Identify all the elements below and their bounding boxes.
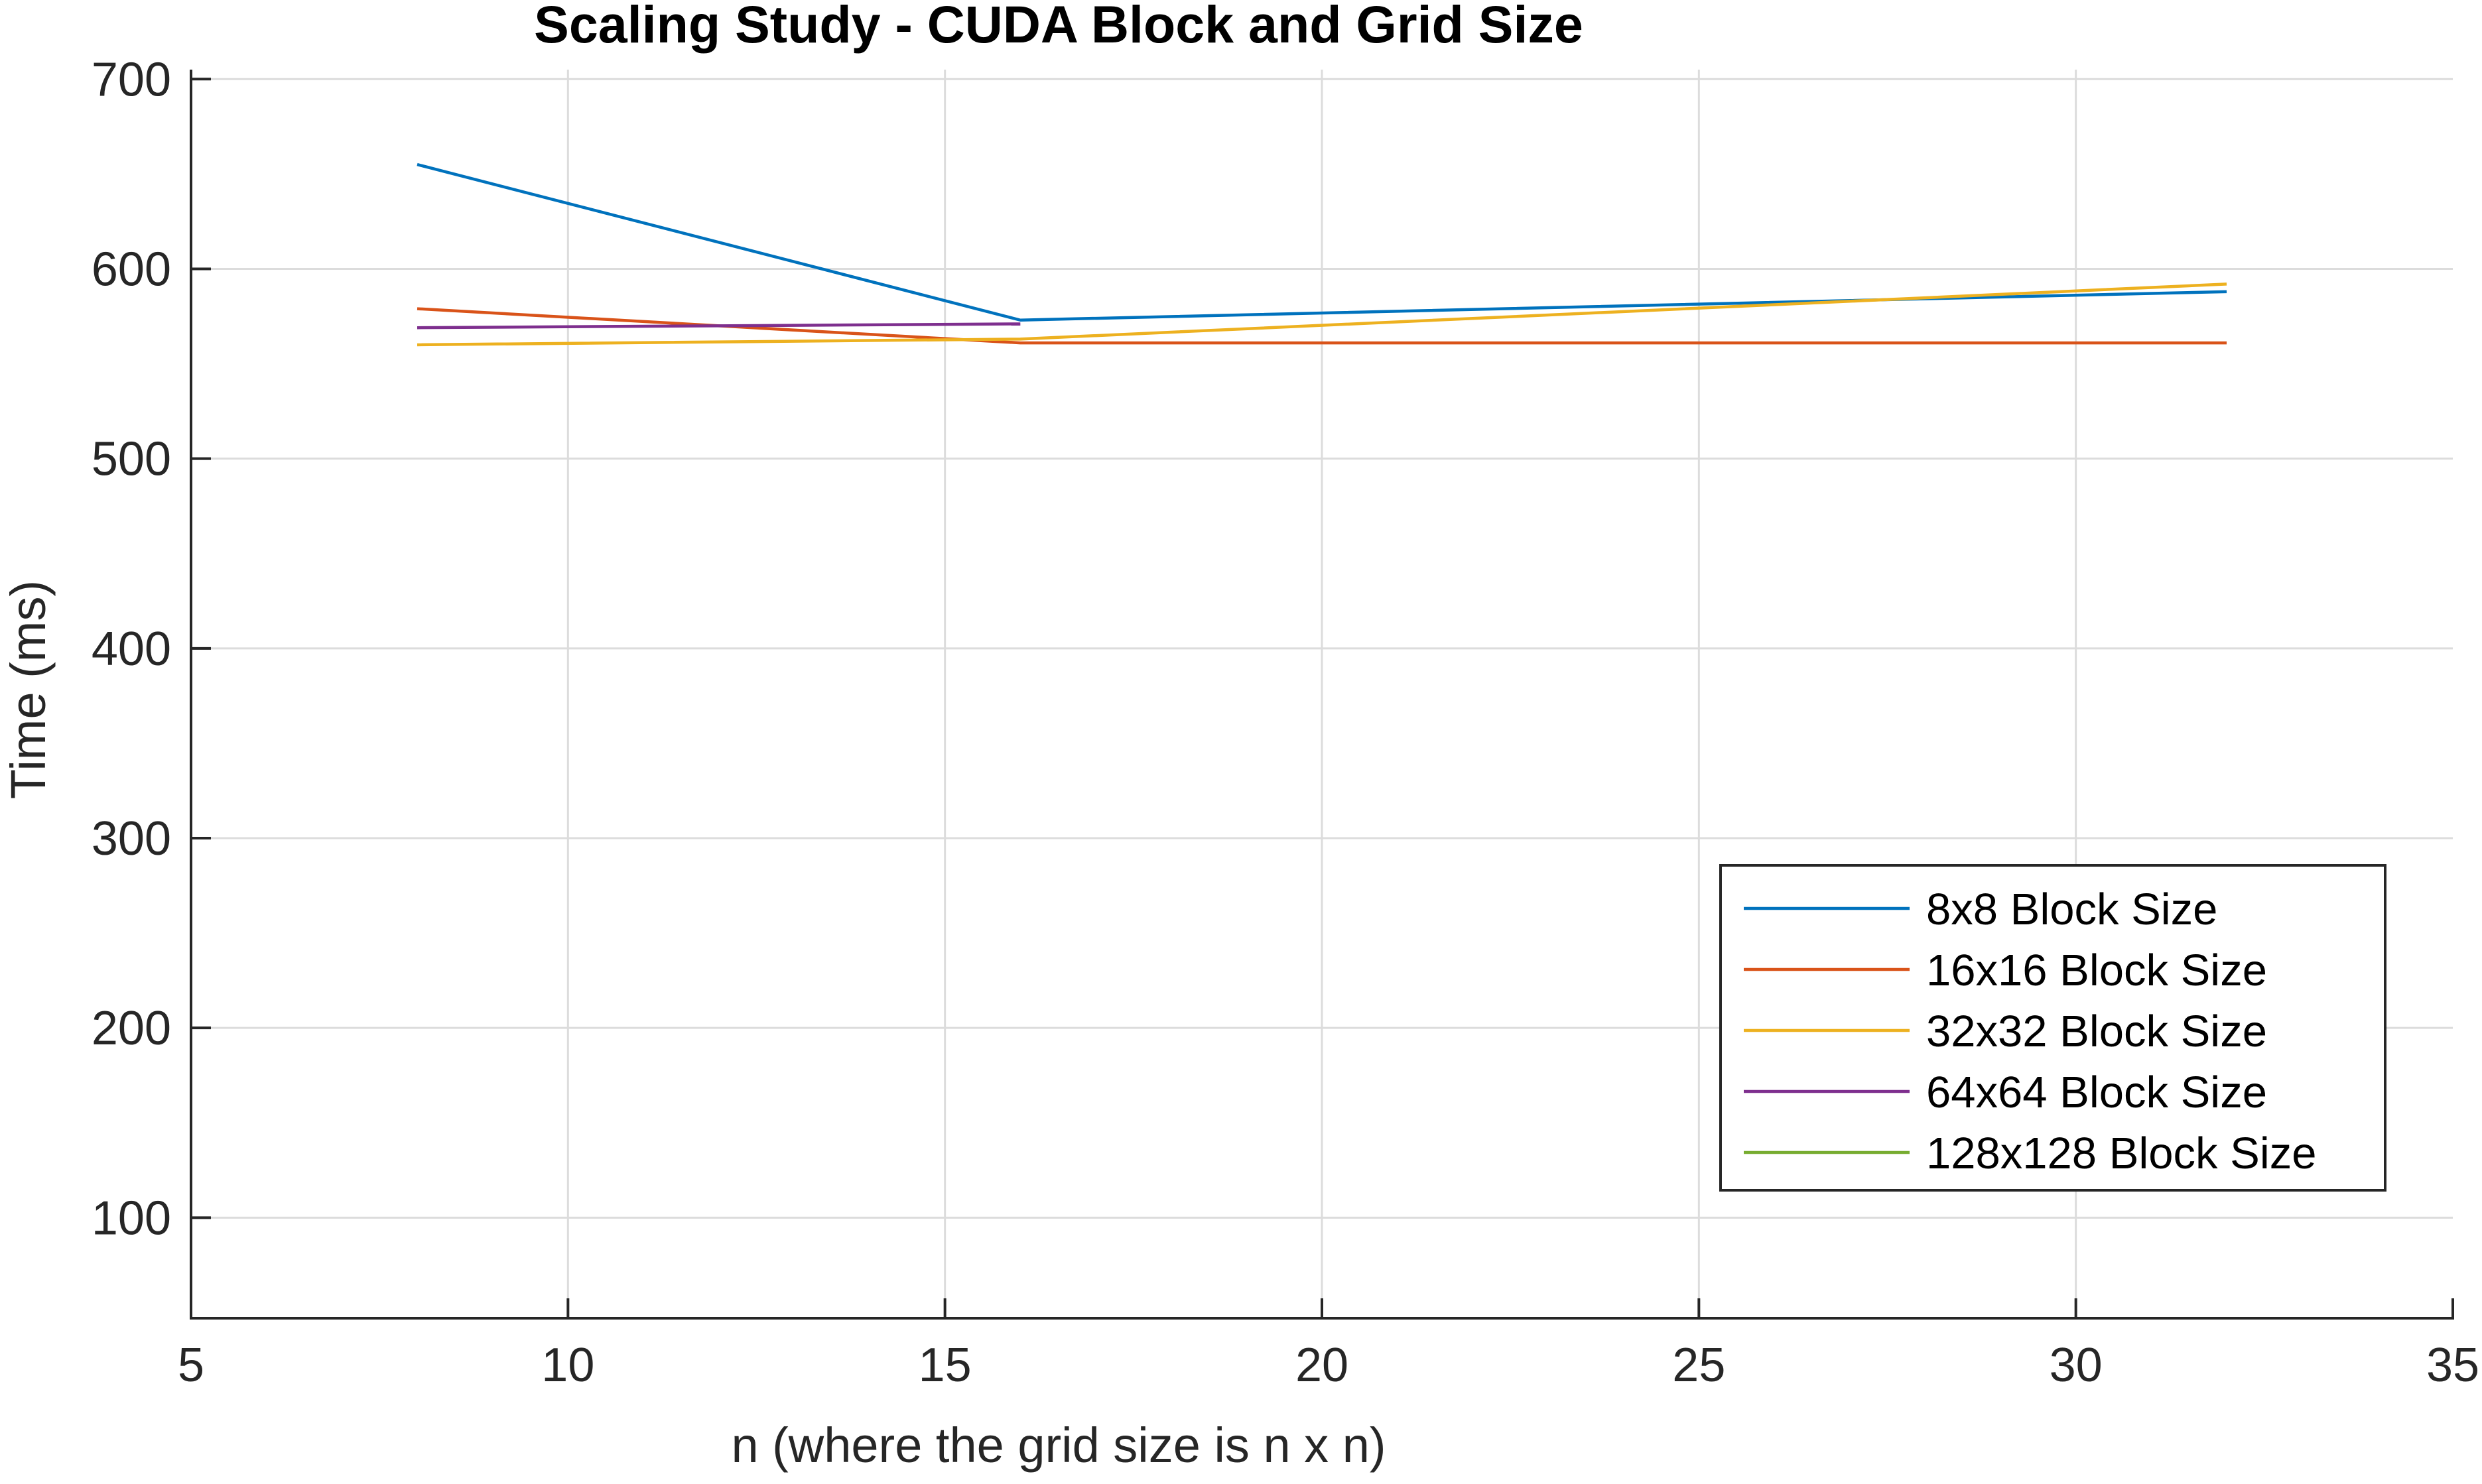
legend-entry: 32x32 Block Size bbox=[1926, 1007, 2267, 1056]
x-tick-label: 15 bbox=[919, 1339, 972, 1392]
x-tick-labels: 5 10 15 20 25 30 35 bbox=[178, 1339, 2479, 1392]
y-tick-label: 700 bbox=[92, 53, 171, 106]
legend-entry: 128x128 Block Size bbox=[1926, 1129, 2316, 1178]
y-tick-label: 300 bbox=[92, 812, 171, 865]
series-lines bbox=[417, 162, 2227, 347]
legend-entry: 8x8 Block Size bbox=[1926, 885, 2217, 934]
y-tick-label: 200 bbox=[92, 1002, 171, 1055]
y-tick-labels: 100 200 300 400 500 600 700 bbox=[92, 53, 171, 1245]
legend-entry: 16x16 Block Size bbox=[1926, 946, 2267, 995]
grid-lines bbox=[191, 70, 2453, 1318]
series-line-2 bbox=[417, 282, 2227, 347]
x-axis-label: n (where the grid size is n x n) bbox=[731, 1418, 1386, 1473]
y-tick-label: 400 bbox=[92, 623, 171, 676]
x-tick-label: 5 bbox=[178, 1339, 204, 1392]
legend: 8x8 Block Size 16x16 Block Size 32x32 Bloc… bbox=[1719, 864, 2386, 1192]
x-tick-label: 20 bbox=[1295, 1339, 1348, 1392]
x-tick-label: 30 bbox=[2050, 1339, 2103, 1392]
y-axis-label: Time (ms) bbox=[1, 580, 56, 799]
series-line-1 bbox=[417, 307, 2227, 345]
series-line-3 bbox=[417, 322, 1021, 330]
x-tick-label: 10 bbox=[541, 1339, 594, 1392]
x-tick-label: 35 bbox=[2426, 1339, 2479, 1392]
y-tick-label: 100 bbox=[92, 1192, 171, 1245]
y-tick-label: 600 bbox=[92, 243, 171, 296]
legend-box bbox=[1719, 864, 2386, 1192]
legend-entry: 64x64 Block Size bbox=[1926, 1068, 2267, 1117]
x-tick-label: 25 bbox=[1672, 1339, 1725, 1392]
tick-marks bbox=[190, 78, 2454, 1318]
y-tick-label: 500 bbox=[92, 433, 171, 486]
chart-title: Scaling Study - CUDA Block and Grid Size bbox=[534, 0, 1583, 54]
